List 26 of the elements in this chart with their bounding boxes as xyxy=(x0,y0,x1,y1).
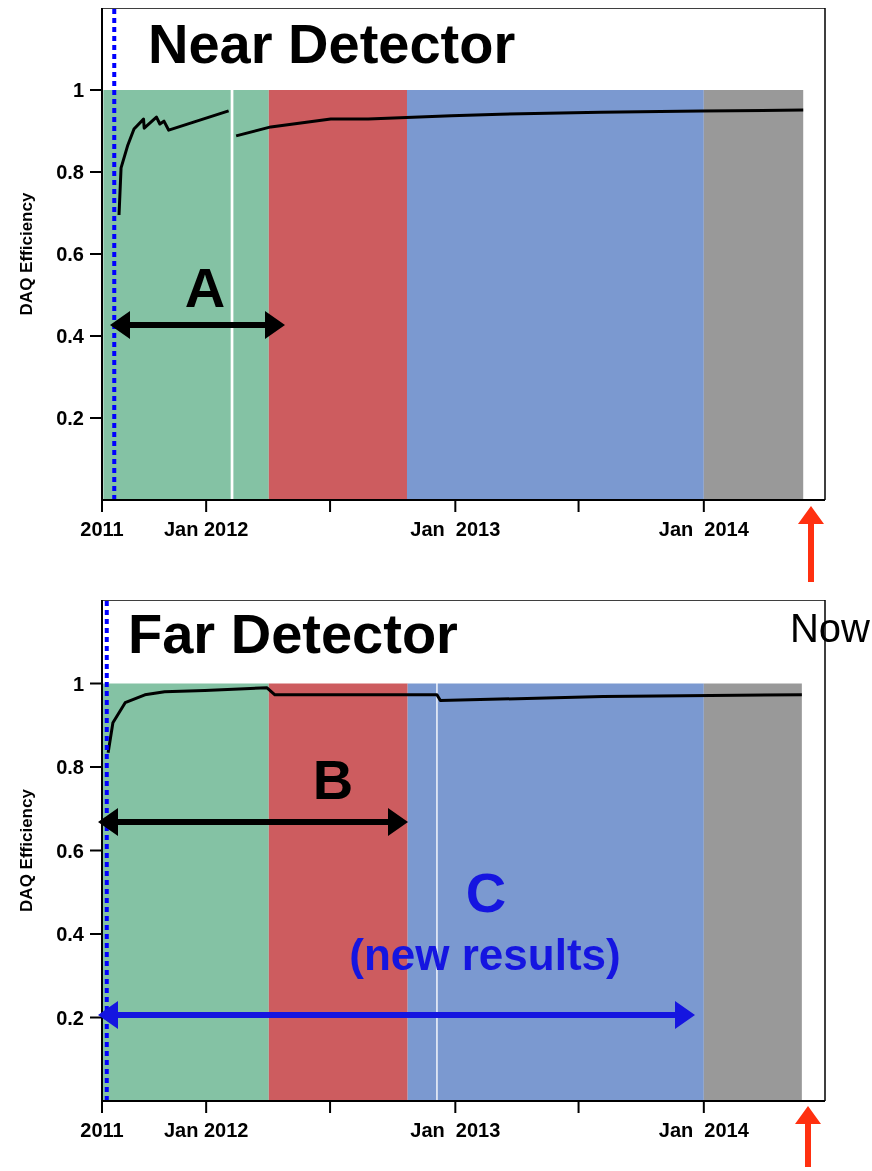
y-tick-label: 1 xyxy=(72,672,84,695)
y-tick-label: 0.8 xyxy=(56,161,84,183)
y-tick-label: 0.6 xyxy=(56,243,84,265)
annotation: B xyxy=(312,748,354,812)
y-tick-label: 0.6 xyxy=(56,839,84,862)
annotation: C xyxy=(464,860,508,927)
x-tick-label: Jan 2012 xyxy=(163,518,249,540)
x-tick-label: 2011 xyxy=(80,1119,124,1141)
line-series xyxy=(106,686,804,755)
x-tick-label: Jan 2012 xyxy=(163,1119,249,1141)
y-tick-label: 1 xyxy=(72,79,84,101)
x-tick-label: Jan 2014 xyxy=(658,518,750,540)
y-axis-title: DAQ Efficiency xyxy=(17,788,37,912)
y-tick-label: 0.4 xyxy=(56,923,85,945)
y-tick-label: 0.2 xyxy=(56,1006,84,1029)
annotation: A xyxy=(184,256,226,320)
chart-title: Near Detector xyxy=(148,11,516,77)
y-axis-title: DAQ Efficiency xyxy=(17,192,37,316)
x-tick-label: Jan 2014 xyxy=(658,1119,750,1141)
chart-title: Far Detector xyxy=(128,601,458,667)
x-tick-label: Jan 2013 xyxy=(410,518,501,540)
y-tick-label: 0.2 xyxy=(56,407,84,429)
y-tick-label: 0.8 xyxy=(56,756,84,778)
x-tick-label: 2011 xyxy=(80,518,124,540)
x-tick-label: Jan 2013 xyxy=(410,1119,501,1141)
y-tick-label: 0.4 xyxy=(56,325,85,347)
